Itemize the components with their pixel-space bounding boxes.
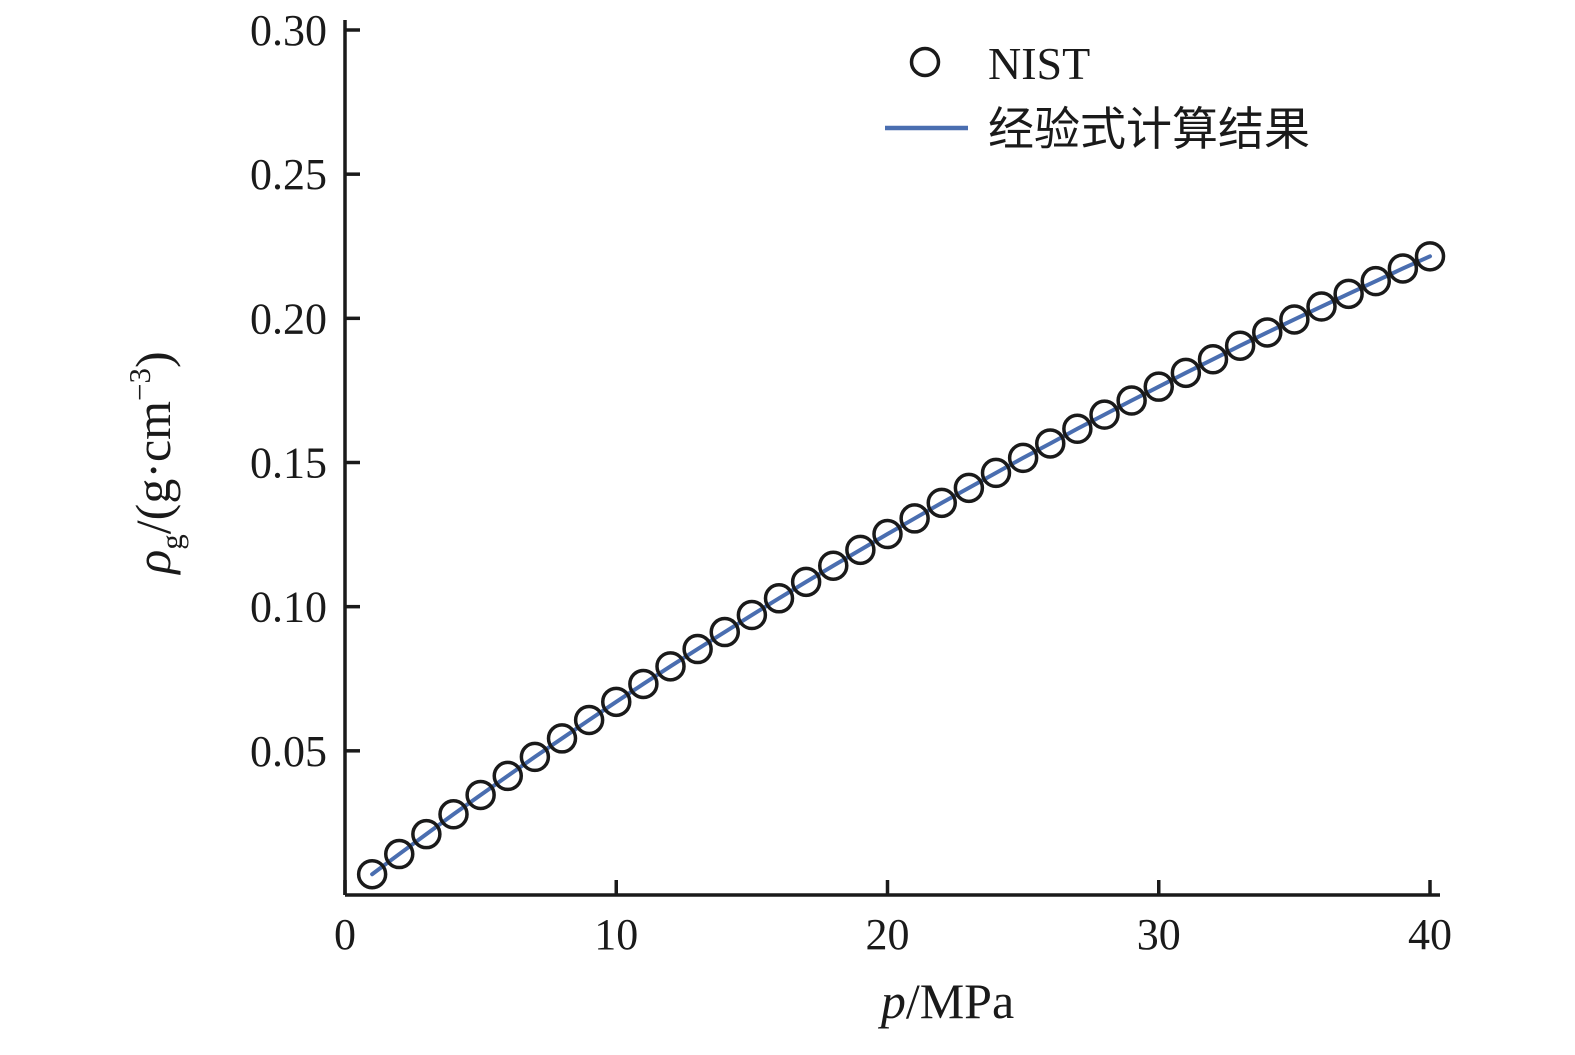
- nist-data-point: [1224, 330, 1256, 361]
- y-axis-tick-label: 0.30: [250, 6, 327, 55]
- nist-data-point: [465, 779, 496, 811]
- empirical-formula-line: [370, 254, 1432, 877]
- nist-data-point: [953, 472, 985, 504]
- nist-data-point: [1414, 241, 1446, 272]
- nist-data-point: [1062, 413, 1093, 445]
- y-axis-tick-label: 0.10: [250, 583, 327, 632]
- y-axis-tick-label: 0.25: [250, 150, 327, 199]
- legend-circle-marker: [909, 46, 941, 78]
- nist-data-point: [1252, 317, 1283, 348]
- nist-data-point: [926, 487, 957, 519]
- nist-data-point: [628, 668, 659, 700]
- nist-data-point: [1035, 428, 1066, 459]
- legend-label-nist: NIST: [988, 38, 1090, 89]
- nist-data-point: [1116, 385, 1147, 416]
- legend-label-empirical: 经验式计算结果: [988, 104, 1310, 155]
- x-axis-tick-label: 0: [334, 910, 356, 959]
- nist-data-point: [519, 741, 551, 773]
- y-axis-tick-label: 0.15: [250, 439, 327, 488]
- nist-data-point: [438, 799, 469, 830]
- nist-data-point: [1007, 442, 1039, 474]
- nist-data-point: [1360, 265, 1391, 297]
- nist-data-point: [899, 503, 930, 534]
- nist-data-point: [546, 723, 578, 754]
- nist-data-point: [682, 633, 713, 665]
- nist-data-point: [492, 760, 523, 792]
- legend: NIST 经验式计算结果: [885, 38, 1310, 155]
- x-axis-tick-label: 30: [1137, 910, 1181, 959]
- x-axis-title: p/MPa: [878, 973, 1014, 1029]
- nist-data-point: [763, 583, 795, 614]
- nist-data-point: [818, 550, 849, 581]
- nist-data-point: [1306, 291, 1337, 322]
- x-axis-tick-label: 20: [866, 910, 910, 959]
- nist-data-point: [601, 686, 632, 718]
- nist-data-point: [1197, 344, 1229, 375]
- nist-data-point: [980, 457, 1012, 489]
- nist-data-point: [1170, 357, 1202, 389]
- nist-data-point: [1333, 278, 1364, 310]
- y-axis-tick-label: 0.20: [250, 294, 327, 343]
- nist-data-point: [1143, 371, 1174, 402]
- y-axis-tick-label: 0.05: [250, 727, 327, 776]
- nist-data-point: [1089, 399, 1120, 430]
- nist-data-point: [1279, 304, 1310, 335]
- nist-data-point: [845, 534, 876, 566]
- x-axis-tick-label: 10: [594, 910, 638, 959]
- nist-data-point: [872, 518, 903, 550]
- nist-data-point: [411, 818, 442, 850]
- nist-data-point: [655, 651, 686, 682]
- nist-data-point: [709, 616, 740, 648]
- nist-data-point: [790, 566, 822, 598]
- y-axis-title: ρg/(g·cm−3): [122, 351, 189, 575]
- nist-data-point: [736, 599, 768, 631]
- nist-data-point: [356, 858, 388, 890]
- nist-data-point: [384, 838, 415, 870]
- nist-data-point: [573, 704, 605, 736]
- nist-data-point: [1387, 253, 1419, 284]
- x-axis-tick-label: 40: [1408, 910, 1452, 959]
